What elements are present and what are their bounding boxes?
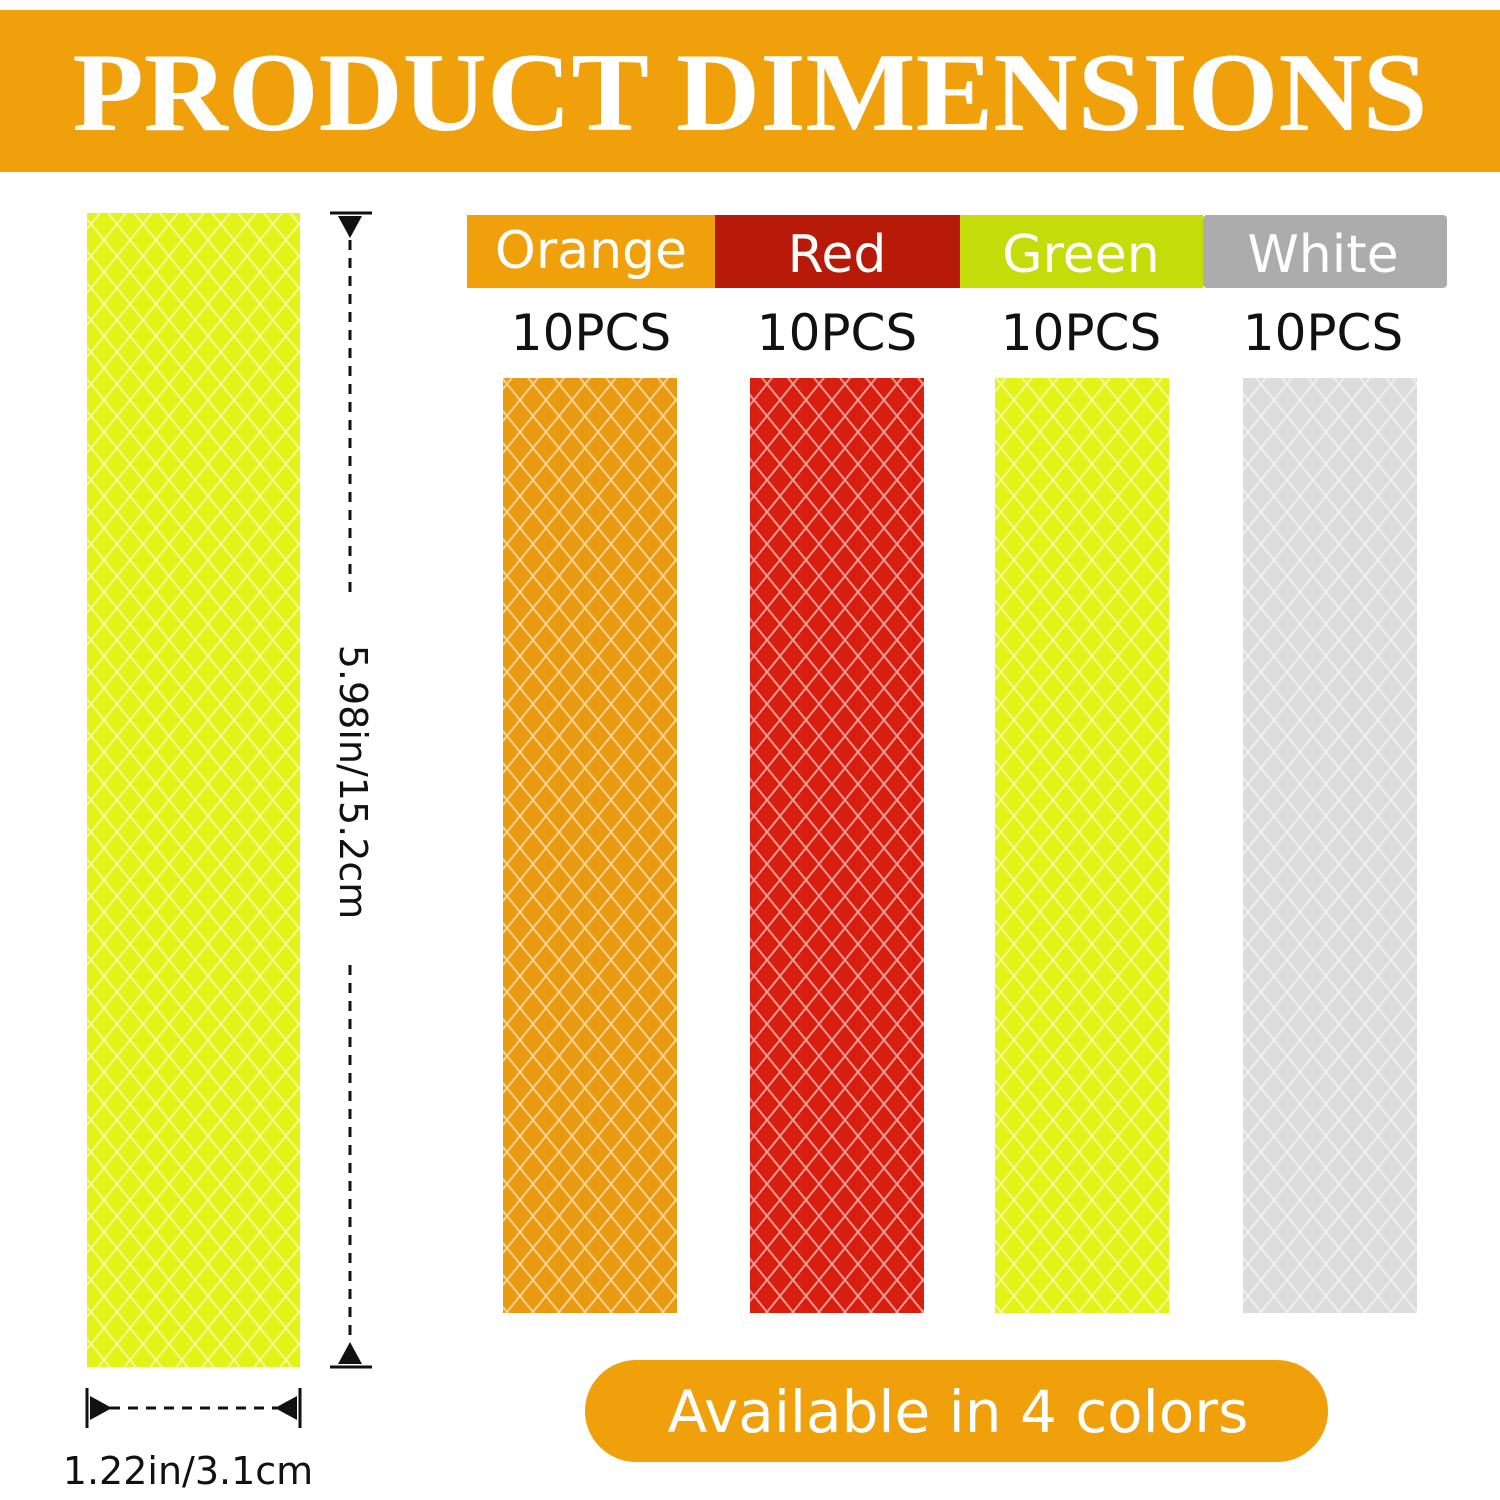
variant-green: Green 10PCS bbox=[960, 215, 1203, 1313]
variant-quantity: 10PCS bbox=[1243, 304, 1403, 362]
header-band bbox=[0, 10, 1500, 172]
length-dimension bbox=[330, 211, 372, 1369]
variant-name: Red bbox=[788, 225, 887, 285]
variant-strip-pattern bbox=[750, 378, 924, 1313]
variant-red: Red 10PCS bbox=[715, 215, 960, 1313]
variant-name: Green bbox=[1002, 225, 1159, 285]
variant-tab bbox=[1203, 215, 1447, 288]
variant-tab bbox=[467, 215, 715, 288]
main-strip-pattern bbox=[87, 213, 300, 1367]
length-label: 5.98in/15.2cm bbox=[331, 645, 375, 920]
variant-strip-pattern bbox=[995, 378, 1169, 1313]
variant-strip-pattern bbox=[1243, 378, 1417, 1313]
variant-name: Orange bbox=[495, 221, 687, 281]
footer-badge bbox=[585, 1360, 1328, 1462]
variant-strip-pattern bbox=[503, 378, 677, 1313]
variant-quantity: 10PCS bbox=[757, 304, 917, 362]
variant-name: White bbox=[1247, 225, 1398, 285]
variant-orange: Orange 10PCS bbox=[467, 215, 715, 1313]
variant-tab bbox=[715, 215, 960, 288]
width-dimension bbox=[85, 1388, 302, 1428]
variant-tab bbox=[960, 215, 1203, 288]
variant-quantity: 10PCS bbox=[1001, 304, 1161, 362]
footer-badge-text: Available in 4 colors bbox=[668, 1378, 1249, 1446]
variant-white: White 10PCS bbox=[1203, 215, 1447, 1313]
header-title: PRODUCT DIMENSIONS bbox=[73, 31, 1428, 155]
variant-quantity: 10PCS bbox=[511, 304, 671, 362]
width-label: 1.22in/3.1cm bbox=[63, 1449, 313, 1493]
